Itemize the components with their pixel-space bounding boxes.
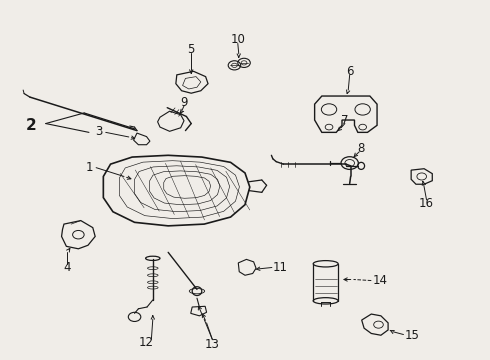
Text: 10: 10 bbox=[230, 33, 245, 46]
Text: 12: 12 bbox=[139, 337, 154, 350]
Text: 13: 13 bbox=[205, 338, 220, 351]
Text: 9: 9 bbox=[180, 96, 188, 109]
Text: 4: 4 bbox=[64, 261, 71, 274]
Text: 15: 15 bbox=[404, 329, 419, 342]
Text: 11: 11 bbox=[273, 261, 288, 274]
Text: 5: 5 bbox=[188, 43, 195, 56]
Text: 7: 7 bbox=[341, 113, 348, 126]
Text: 14: 14 bbox=[372, 274, 387, 287]
Text: 2: 2 bbox=[26, 118, 37, 133]
Text: 8: 8 bbox=[358, 142, 365, 155]
Text: 1: 1 bbox=[85, 161, 93, 174]
Text: 3: 3 bbox=[95, 125, 102, 138]
Text: 16: 16 bbox=[419, 198, 434, 211]
Text: 6: 6 bbox=[346, 65, 353, 78]
